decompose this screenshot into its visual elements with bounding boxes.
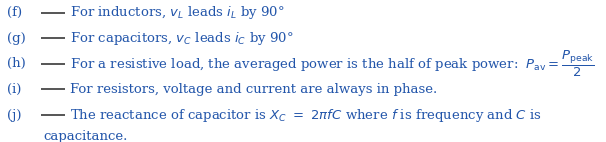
Text: The reactance of capacitor is $X_C\ =\ 2\pi fC$ where $f$ is frequency and $C$ i: The reactance of capacitor is $X_C\ =\ 2… xyxy=(70,106,542,124)
Text: (j): (j) xyxy=(7,108,22,122)
Text: (f): (f) xyxy=(7,6,22,19)
Text: (i): (i) xyxy=(7,83,22,96)
Text: capacitance.: capacitance. xyxy=(44,130,128,142)
Text: For resistors, voltage and current are always in phase.: For resistors, voltage and current are a… xyxy=(70,83,437,96)
Text: For inductors, $v_L$ leads $i_L$ by 90°: For inductors, $v_L$ leads $i_L$ by 90° xyxy=(70,4,284,21)
Text: (h): (h) xyxy=(7,57,26,70)
Text: (g): (g) xyxy=(7,32,26,45)
Text: For a resistive load, the averaged power is the half of peak power:  $P_{\mathrm: For a resistive load, the averaged power… xyxy=(70,49,594,79)
Text: For capacitors, $v_C$ leads $i_C$ by 90°: For capacitors, $v_C$ leads $i_C$ by 90° xyxy=(70,30,293,47)
